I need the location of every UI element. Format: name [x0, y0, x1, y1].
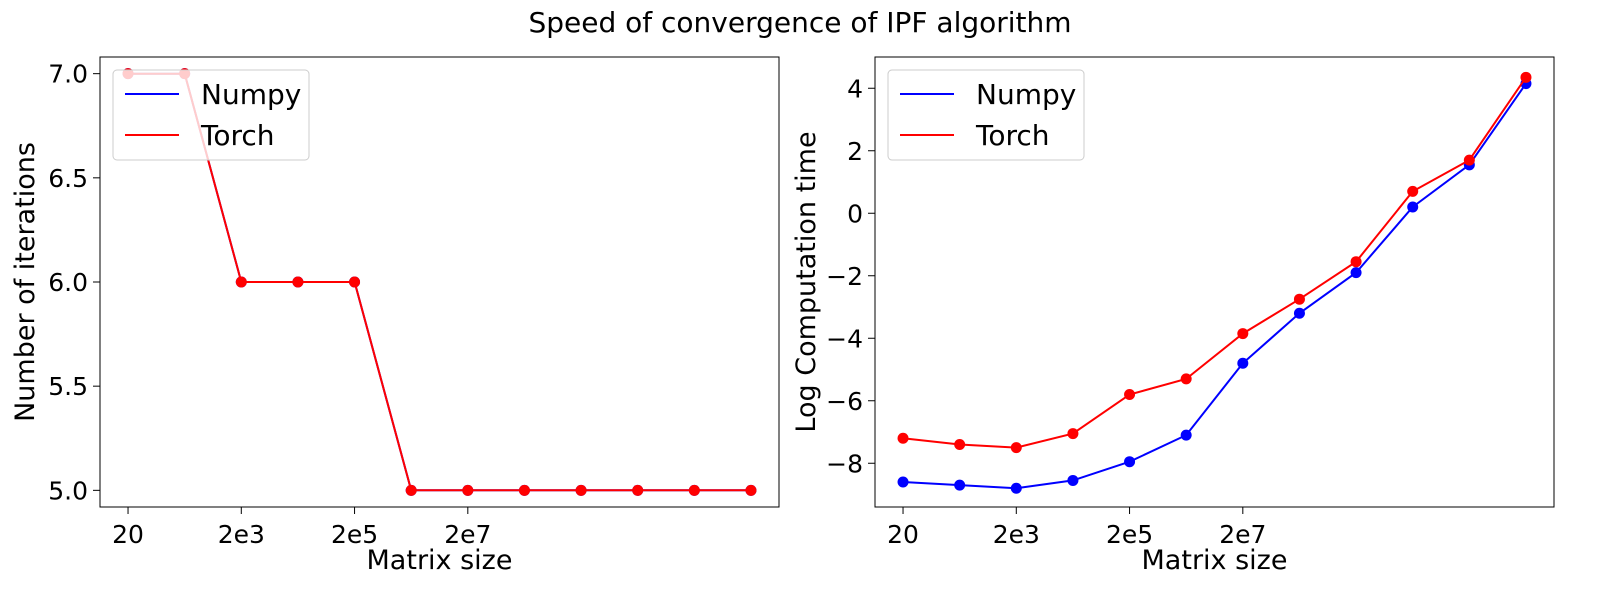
data-point-torch [1350, 256, 1362, 268]
data-point-torch [1463, 154, 1475, 166]
x-axis-label: Matrix size [1142, 545, 1288, 576]
y-tick-label: 2 [847, 137, 863, 166]
y-tick-label: 6.5 [48, 164, 88, 193]
y-tick-label: −2 [826, 262, 863, 291]
data-point-numpy [897, 476, 909, 488]
y-tick-label: −8 [826, 449, 863, 478]
data-point-torch [745, 484, 757, 496]
x-axis-label: Matrix size [367, 545, 513, 576]
data-point-numpy [1180, 429, 1192, 441]
x-tick-label: 2e7 [444, 520, 491, 549]
data-point-torch [1067, 428, 1079, 440]
data-point-numpy [1350, 267, 1362, 279]
y-tick-label: 0 [847, 199, 863, 228]
data-point-numpy [1293, 307, 1305, 319]
x-tick-label: 2e7 [1219, 520, 1266, 549]
legend-box [112, 69, 310, 161]
series-line-torch [128, 72, 751, 492]
data-point-torch [632, 484, 644, 496]
data-point-torch [897, 432, 909, 444]
series-line-torch [902, 76, 1527, 449]
data-point-torch [1520, 71, 1532, 83]
data-point-numpy [1010, 482, 1022, 494]
series-line-numpy [902, 83, 1527, 490]
legend-label-torch: Torch [975, 119, 1050, 152]
figure-title: Speed of convergence of IPF algorithm [528, 6, 1072, 39]
subplot-1: 20 2e3 2e5 2e7 5.0 5.5 6.0 6.5 7.0 Matrix size Num… [10, 56, 780, 576]
legend-label-torch: Torch [200, 119, 275, 152]
data-point-torch [954, 439, 966, 450]
x-tick-label: 2e5 [1106, 520, 1153, 549]
data-point-numpy [1237, 357, 1249, 369]
data-point-torch [1180, 373, 1192, 385]
data-point-torch [235, 276, 247, 288]
y-axis-label: Number of iterations [10, 142, 41, 422]
data-point-torch [1407, 185, 1419, 197]
data-point-numpy [1407, 201, 1419, 213]
data-point-torch [1010, 442, 1022, 454]
subplot-2: 20 2e3 2e5 2e7 −8 −6 −4 −2 0 2 4 Matrix size Log Com… [791, 56, 1555, 576]
legend: Numpy Torch [112, 69, 310, 161]
y-tick-label: 7.0 [48, 60, 88, 89]
data-point-torch [688, 484, 700, 496]
data-point-torch [292, 276, 304, 288]
legend-label-numpy: Numpy [201, 78, 301, 111]
x-tick-label: 20 [887, 520, 919, 549]
y-tick-label: 5.0 [48, 476, 88, 505]
legend: Numpy Torch [887, 69, 1085, 161]
data-point-torch [1237, 328, 1249, 340]
data-point-numpy [954, 479, 966, 491]
x-tick-label: 20 [112, 520, 144, 549]
data-point-numpy [1124, 456, 1136, 468]
y-tick-label: 4 [847, 74, 863, 103]
data-point-numpy [1067, 474, 1079, 486]
plot-frame [874, 56, 1555, 508]
y-axis-label: Log Computation time [791, 131, 822, 432]
legend-box [887, 69, 1085, 161]
x-tick-label: 2e3 [993, 520, 1040, 549]
data-point-torch [349, 276, 361, 288]
data-point-torch [405, 484, 417, 496]
data-point-torch [518, 484, 530, 496]
data-point-torch [1293, 293, 1305, 305]
data-point-torch [462, 484, 474, 496]
data-point-torch [1124, 389, 1136, 400]
legend-label-numpy: Numpy [976, 78, 1076, 111]
x-tick-label: 2e3 [218, 520, 265, 549]
y-tick-label: 5.5 [48, 372, 88, 401]
x-tick-label: 2e5 [331, 520, 378, 549]
data-point-torch [575, 484, 587, 496]
y-tick-label: −4 [826, 324, 863, 353]
y-tick-label: −6 [826, 387, 863, 416]
y-tick-label: 6.0 [48, 268, 88, 297]
